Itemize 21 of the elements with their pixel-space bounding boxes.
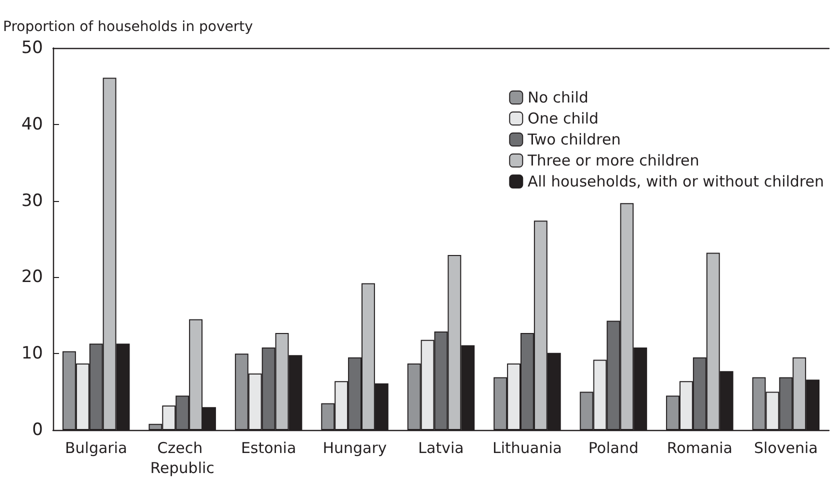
y-axis-title: Proportion of households in poverty: [3, 19, 253, 35]
y-tick-label: 40: [21, 114, 43, 134]
x-tick-label: Czech Republic: [150, 439, 214, 477]
x-tick-label: Romania: [666, 439, 732, 457]
legend-label: Two children: [526, 130, 621, 148]
x-tick-label: Lithuania: [492, 439, 562, 457]
legend-label: All households, with or without children: [528, 172, 824, 190]
x-tick-label: Estonia: [240, 439, 296, 457]
legend-label: No child: [528, 88, 588, 106]
y-tick-label: 50: [21, 38, 43, 58]
y-tick-label: 0: [32, 420, 43, 440]
y-tick-label: 20: [21, 267, 43, 288]
x-tick-label: Hungary: [322, 439, 387, 457]
y-tick-label: 10: [21, 344, 43, 364]
x-tick-label: Slovenia: [754, 439, 818, 457]
x-tick-label: Bulgaria: [65, 439, 128, 457]
legend-label: One child: [528, 110, 599, 128]
y-tick-label: 30: [21, 190, 43, 211]
x-tick-label: Poland: [588, 439, 638, 457]
legend-label: Three or more children: [526, 152, 700, 170]
x-tick-label: Latvia: [418, 439, 464, 457]
